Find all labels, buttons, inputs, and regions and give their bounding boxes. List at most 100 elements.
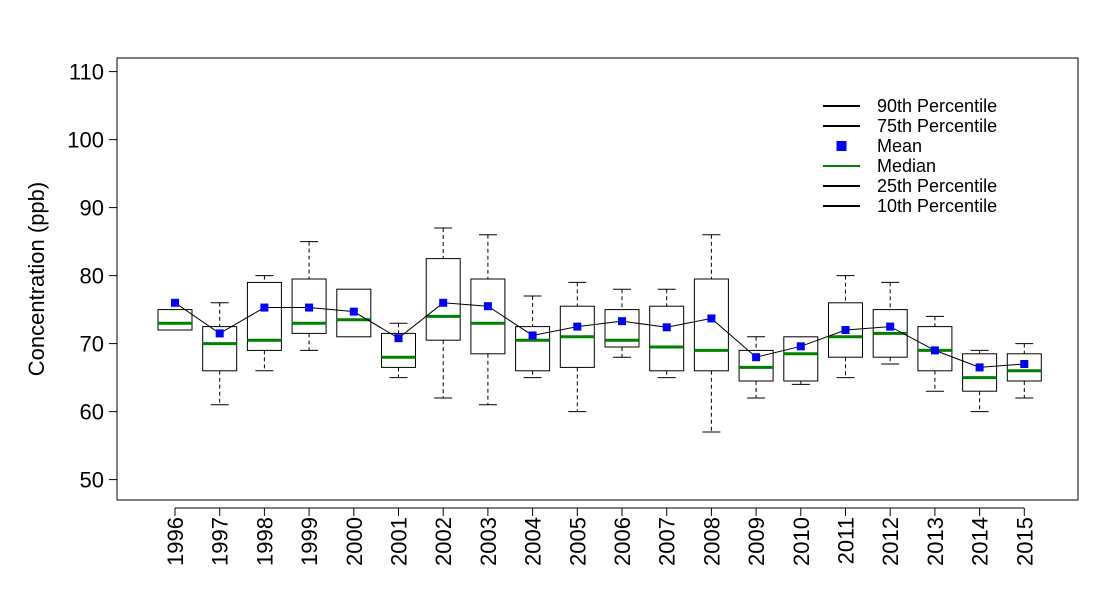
x-tick-label: 2011 <box>834 517 859 564</box>
box-iqr <box>515 326 551 372</box>
box-iqr <box>425 258 461 341</box>
legend-mean-symbol <box>836 141 847 151</box>
box-2000 <box>336 288 372 338</box>
x-tick-label: 1996 <box>163 517 188 566</box>
box-2005 <box>559 281 595 413</box>
x-tick-label: 2007 <box>655 517 680 566</box>
y-tick-label: 80 <box>80 264 104 289</box>
box-1999 <box>291 241 327 351</box>
x-tick-label: 2015 <box>1012 517 1037 566</box>
mean-series <box>171 298 1029 372</box>
legend-label: 25th Percentile <box>877 176 997 196</box>
box-2004 <box>515 295 551 379</box>
legend-label: 10th Percentile <box>877 196 997 216</box>
mean-marker <box>662 323 671 332</box>
y-tick-label: 100 <box>67 128 104 153</box>
mean-marker <box>707 314 716 323</box>
x-tick-label: 2008 <box>699 517 724 566</box>
x-tick-label: 2005 <box>565 517 590 566</box>
y-tick-label: 60 <box>80 400 104 425</box>
box-iqr <box>1006 353 1042 382</box>
legend-item: 10th Percentile <box>823 196 997 216</box>
box-2014 <box>962 349 998 413</box>
mean-marker <box>483 302 492 311</box>
box-2011 <box>828 275 863 379</box>
box-iqr <box>693 278 729 372</box>
mean-marker <box>394 334 403 343</box>
mean-marker <box>260 303 269 312</box>
x-tick-label: 2006 <box>610 517 635 566</box>
legend-label: Median <box>877 156 936 176</box>
mean-marker <box>752 353 761 362</box>
x-tick-label: 2000 <box>342 517 367 566</box>
mean-marker <box>171 298 179 307</box>
box-iqr <box>470 278 506 355</box>
box-iqr <box>649 305 685 372</box>
box-2003 <box>470 234 506 406</box>
y-axis-label: Concentration (ppb) <box>24 182 49 376</box>
legend-label: 90th Percentile <box>877 96 997 116</box>
x-tick-label: 2014 <box>968 517 993 566</box>
y-tick-label: 110 <box>69 60 104 85</box>
y-tick-label: 70 <box>80 332 104 357</box>
mean-marker <box>528 331 537 340</box>
box-iqr <box>828 302 863 358</box>
box-2007 <box>649 288 685 379</box>
x-tick-label: 2003 <box>476 517 501 566</box>
y-tick-label: 90 <box>80 196 104 221</box>
box-2002 <box>425 227 461 399</box>
mean-marker <box>439 298 448 307</box>
box-iqr <box>202 326 238 372</box>
x-tick-label: 1998 <box>252 517 277 566</box>
box-2009 <box>738 336 774 399</box>
x-tick-label: 2010 <box>789 517 814 566</box>
mean-marker <box>573 322 582 331</box>
legend-item: 25th Percentile <box>823 176 997 196</box>
mean-connector-line <box>174 302 1025 368</box>
x-tick-label: 2009 <box>744 517 769 566</box>
mean-marker <box>305 303 314 312</box>
mean-marker <box>618 317 626 326</box>
x-tick-label: 2013 <box>923 517 948 566</box>
x-tick-label: 2002 <box>431 517 456 566</box>
box-1997 <box>202 302 238 406</box>
legend-item: Median <box>823 156 936 176</box>
box-iqr <box>738 349 774 382</box>
x-tick-label: 2001 <box>387 517 412 566</box>
x-tick-label: 2012 <box>878 517 903 566</box>
box-iqr <box>246 281 282 351</box>
box-iqr <box>962 353 998 392</box>
box-2010 <box>783 336 819 385</box>
box-2008 <box>693 234 729 433</box>
box-iqr <box>604 309 640 348</box>
mean-marker <box>975 363 984 372</box>
mean-marker <box>841 326 850 334</box>
mean-marker <box>349 307 358 316</box>
box-1996 <box>157 309 193 331</box>
mean-marker <box>886 322 895 331</box>
box-series <box>157 227 1042 433</box>
box-iqr <box>381 332 416 368</box>
box-iqr <box>917 326 953 372</box>
x-tick-label: 1997 <box>208 517 233 566</box>
box-2006 <box>604 288 640 358</box>
mean-marker <box>796 342 805 351</box>
y-axis: 50 60 70 80 90 100 110 <box>67 60 118 493</box>
box-iqr <box>336 288 372 338</box>
box-iqr <box>157 309 193 331</box>
x-axis: 1996 1997 1998 1999 2000 2001 2002 2003 2004 2005… <box>163 507 1037 566</box>
box-2001 <box>381 322 416 379</box>
box-1998 <box>246 275 282 372</box>
mean-marker <box>1020 360 1029 368</box>
mean-marker <box>215 329 224 338</box>
mean-marker <box>930 346 939 355</box>
y-tick-label: 50 <box>80 468 104 493</box>
box-iqr <box>783 336 819 382</box>
legend-label: Mean <box>877 136 922 156</box>
x-tick-label: 1999 <box>297 517 322 566</box>
x-tick-label: 2004 <box>521 517 546 566</box>
legend-item: 90th Percentile <box>823 96 997 116</box>
legend-item: Mean <box>836 136 922 156</box>
